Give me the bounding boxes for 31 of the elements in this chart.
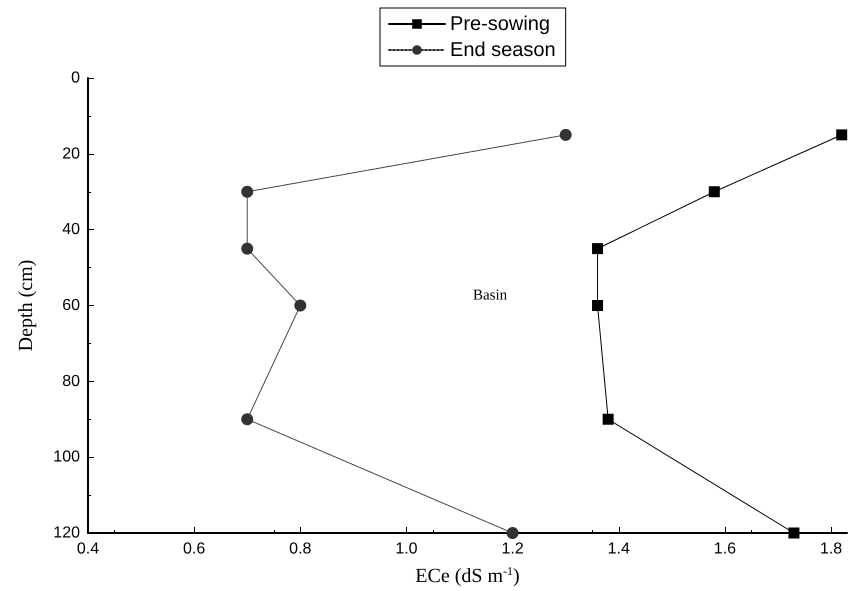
point	[592, 243, 604, 254]
x-tick-label: 1.6	[714, 540, 736, 558]
point	[708, 186, 720, 198]
y-tick-label: 120	[53, 524, 80, 542]
y-tick-label: 40	[62, 221, 80, 238]
x-tick-label: 1.0	[395, 540, 418, 558]
point	[241, 413, 254, 426]
x-tick-label: 0.6	[183, 540, 206, 558]
legend-label: Pre-sowing	[450, 13, 550, 35]
point	[241, 186, 254, 198]
point	[836, 129, 848, 140]
x-tick-label: 1.8	[820, 540, 842, 558]
x-tick-label: 1.4	[608, 540, 630, 558]
y-axis-title: Depth (cm)	[15, 260, 37, 352]
y-tick-label: 60	[62, 297, 80, 314]
point	[241, 242, 254, 255]
point	[788, 528, 800, 538]
y-tick-label: 80	[62, 372, 80, 390]
y-tick-label: 20	[62, 145, 80, 162]
x-tick-label: 1.2	[501, 540, 524, 558]
point	[592, 300, 604, 311]
legend-label: End season	[450, 39, 556, 61]
x-tick-label: 0.8	[289, 540, 312, 558]
y-tick-label: 0	[71, 70, 80, 86]
point	[560, 128, 572, 141]
point	[602, 414, 614, 425]
point	[506, 527, 519, 539]
x-tick-label: 0.4	[76, 540, 100, 558]
point	[294, 300, 306, 312]
annotation: Basin	[473, 288, 508, 304]
y-tick-label: 100	[53, 448, 80, 466]
